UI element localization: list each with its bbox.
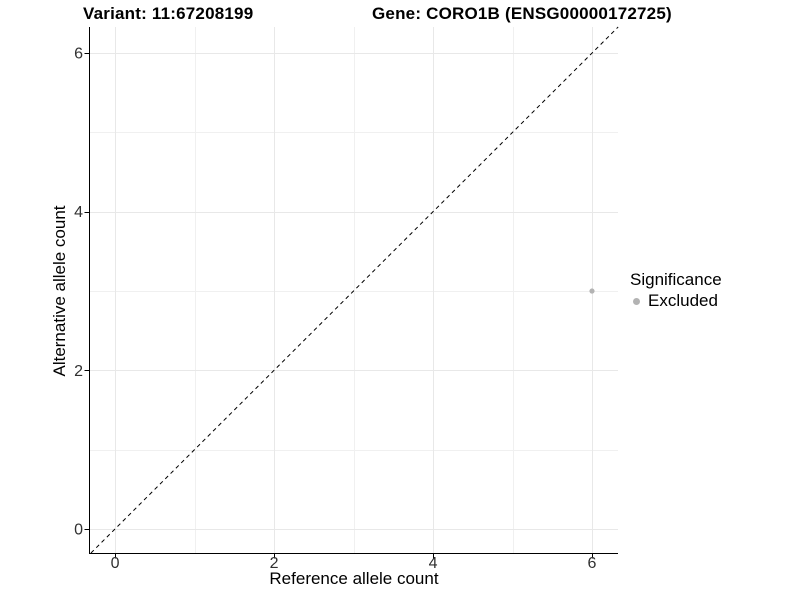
legend: Significance Excluded: [630, 270, 722, 311]
legend-item-label: Excluded: [648, 291, 718, 310]
x-tick-label: 0: [111, 555, 120, 572]
x-tick-label: 4: [429, 555, 438, 572]
plot-title-variant: Variant: 11:67208199: [83, 4, 254, 23]
legend-item: Excluded: [630, 291, 722, 311]
legend-key-dot-icon: [633, 297, 640, 305]
y-tick-label: 0: [74, 521, 83, 538]
y-tick-label: 4: [74, 204, 83, 221]
y-tick-label: 6: [74, 46, 83, 63]
y-tick-label: 2: [74, 363, 83, 380]
legend-items: Excluded: [630, 291, 722, 311]
legend-title: Significance: [630, 270, 722, 289]
x-axis-title: Reference allele count: [269, 569, 439, 588]
x-tick-label: 2: [270, 555, 279, 572]
y-axis-title: Alternative allele count: [50, 205, 69, 377]
x-tick-label: 6: [588, 555, 597, 572]
data-point: [589, 288, 595, 294]
plot-title-gene: Gene: CORO1B (ENSG00000172725): [372, 4, 672, 23]
